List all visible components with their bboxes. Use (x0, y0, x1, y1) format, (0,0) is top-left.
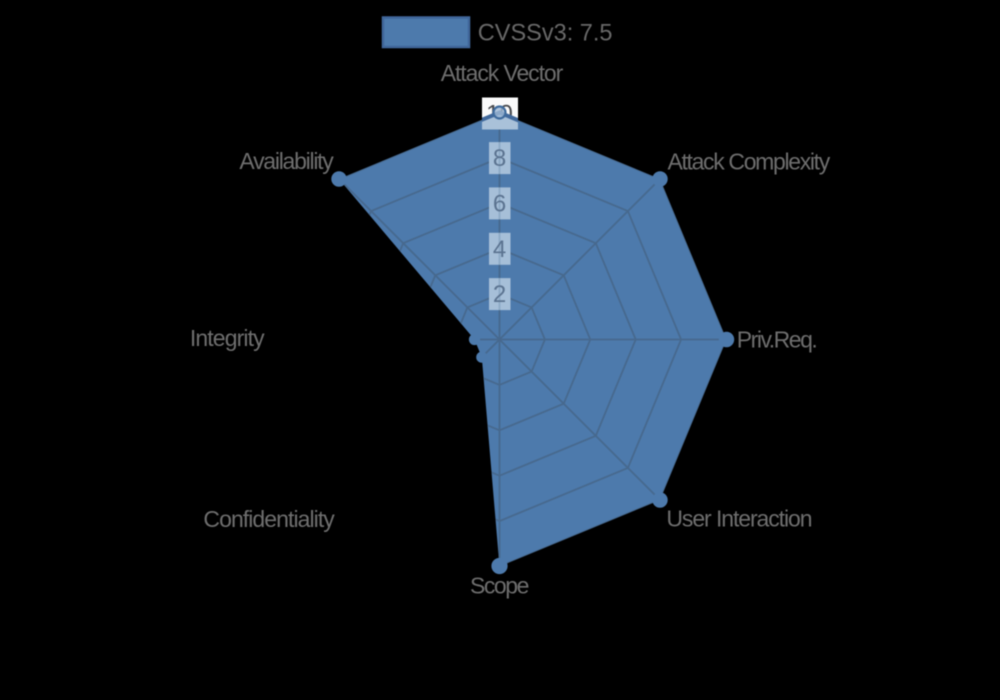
svg-text:Confidentiality: Confidentiality (203, 506, 335, 532)
svg-text:Scope: Scope (470, 573, 529, 599)
svg-text:2: 2 (493, 281, 506, 308)
svg-text:Integrity: Integrity (190, 325, 265, 351)
svg-text:User Interaction: User Interaction (666, 506, 812, 532)
svg-text:Attack Complexity: Attack Complexity (668, 149, 831, 175)
svg-text:CVSSv3: 7.5: CVSSv3: 7.5 (478, 20, 613, 47)
svg-text:Attack Vector: Attack Vector (441, 60, 564, 86)
svg-text:6: 6 (493, 190, 506, 217)
svg-text:4: 4 (493, 236, 506, 263)
svg-text:8: 8 (493, 145, 506, 172)
svg-text:Priv.Req.: Priv.Req. (737, 327, 818, 353)
svg-text:Availability: Availability (239, 148, 334, 174)
